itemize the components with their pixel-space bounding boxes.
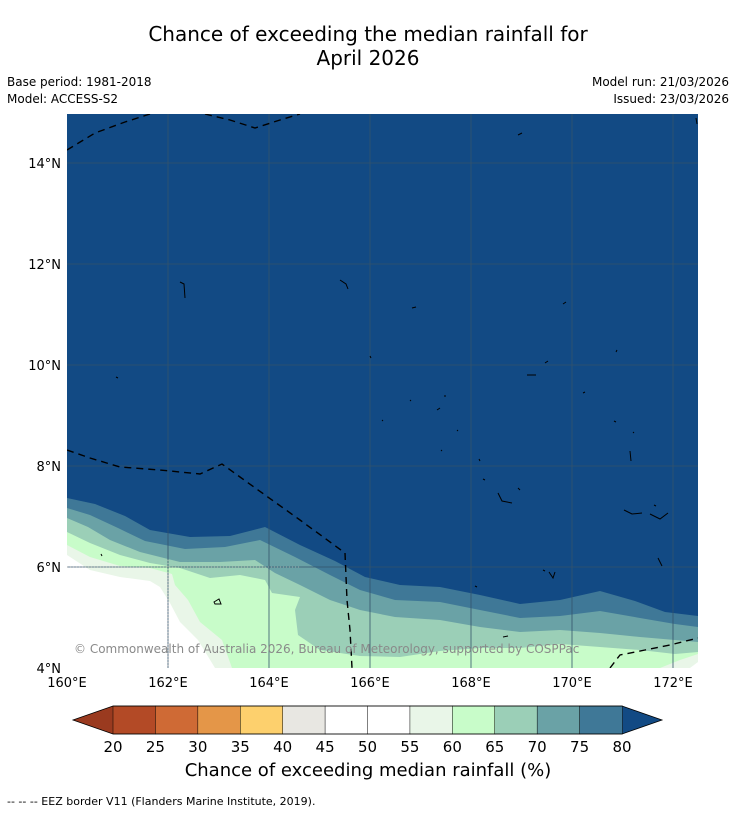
colorbar-outline: [71, 705, 664, 735]
colorbar-low-extend: [73, 706, 113, 734]
colorbar-tick-label: 65: [485, 738, 504, 756]
issued-date: Issued: 23/03/2026: [613, 92, 729, 106]
meta-left: Base period: 1981-2018 Model: ACCESS-S2: [7, 74, 152, 108]
colorbar-tick-label: 50: [358, 738, 377, 756]
probability-band-north-east-white: [690, 662, 698, 668]
colorbar-tick-label: 80: [612, 738, 631, 756]
light-graticule: [67, 560, 300, 668]
lat-label: 10°N: [28, 359, 61, 374]
model-run: Model run: 21/03/2026: [591, 75, 729, 89]
model-name: Model: ACCESS-S2: [7, 92, 119, 106]
colorbar-cell: [282, 705, 326, 735]
lat-label: 12°N: [28, 258, 61, 273]
meta-right: Model run: 21/03/2026 Issued: 23/03/2026: [592, 74, 729, 108]
colorbar-cell: [494, 705, 538, 735]
lon-label: 164°E: [249, 676, 289, 691]
colorbar-cell: [409, 705, 454, 735]
title-line-2: April 2026: [316, 46, 420, 70]
lon-label: 162°E: [148, 676, 188, 691]
colorbar-cell: [579, 705, 623, 735]
lat-label: 6°N: [37, 561, 62, 576]
colorbar-high-extend: [622, 706, 662, 734]
colorbar-cell: [155, 705, 199, 735]
colorbar-cell: [240, 705, 284, 735]
eez-footnote: -- -- -- EEZ border V11 (Flanders Marine…: [7, 795, 316, 808]
lon-labels: 160°E 162°E 164°E 166°E 168°E 170°E 172°…: [47, 676, 693, 691]
lon-label: 172°E: [653, 676, 693, 691]
eez-border: [67, 114, 698, 668]
lat-label: 8°N: [37, 460, 62, 475]
colorbar-title: Chance of exceeding median rainfall (%): [184, 760, 552, 781]
colorbar-tick-label: 55: [400, 738, 419, 756]
title-line-1: Chance of exceeding the median rainfall …: [148, 22, 588, 46]
colorbar-cell: [367, 705, 411, 735]
colorbar-tick-label: 25: [146, 738, 165, 756]
colorbar-cell: [324, 705, 369, 735]
colorbar-tick-label: 60: [443, 738, 462, 756]
probability-band-60-65: [67, 532, 698, 668]
colorbar-cell: [536, 705, 581, 735]
colorbar-tick-label: 40: [273, 738, 292, 756]
colorbar-cell: [452, 705, 496, 735]
lon-label: 160°E: [47, 676, 87, 691]
probability-band-north-east: [660, 654, 698, 668]
colorbar-tick-label: 75: [570, 738, 589, 756]
colorbar: 20 25 30 35 40 45 50 55 60 65 70 75 80: [71, 705, 664, 756]
colorbar-cell: [197, 705, 241, 735]
chart-title: Chance of exceeding the median rainfall …: [0, 22, 736, 70]
lon-label: 168°E: [451, 676, 491, 691]
lat-labels: 14°N 12°N 10°N 8°N 6°N 4°N: [28, 157, 61, 677]
lon-label: 166°E: [350, 676, 390, 691]
lat-label: 14°N: [28, 157, 61, 172]
colorbar-tick-label: 70: [528, 738, 547, 756]
colorbar-tick-label: 30: [188, 738, 207, 756]
islands: [100, 117, 698, 638]
probability-band-45-55: [67, 555, 215, 668]
colorbar-tick-label: 35: [231, 738, 250, 756]
colorbar-tick-label: 20: [103, 738, 122, 756]
lat-label: 4°N: [37, 662, 62, 677]
copyright-watermark: © Commonwealth of Australia 2026, Bureau…: [74, 642, 579, 656]
base-period: Base period: 1981-2018: [7, 75, 152, 89]
graticule: [67, 114, 698, 668]
map-panel: © Commonwealth of Australia 2026, Bureau…: [67, 114, 698, 668]
colorbar-cell: [112, 705, 157, 735]
lon-label: 170°E: [552, 676, 592, 691]
colorbar-tick-label: 45: [316, 738, 335, 756]
